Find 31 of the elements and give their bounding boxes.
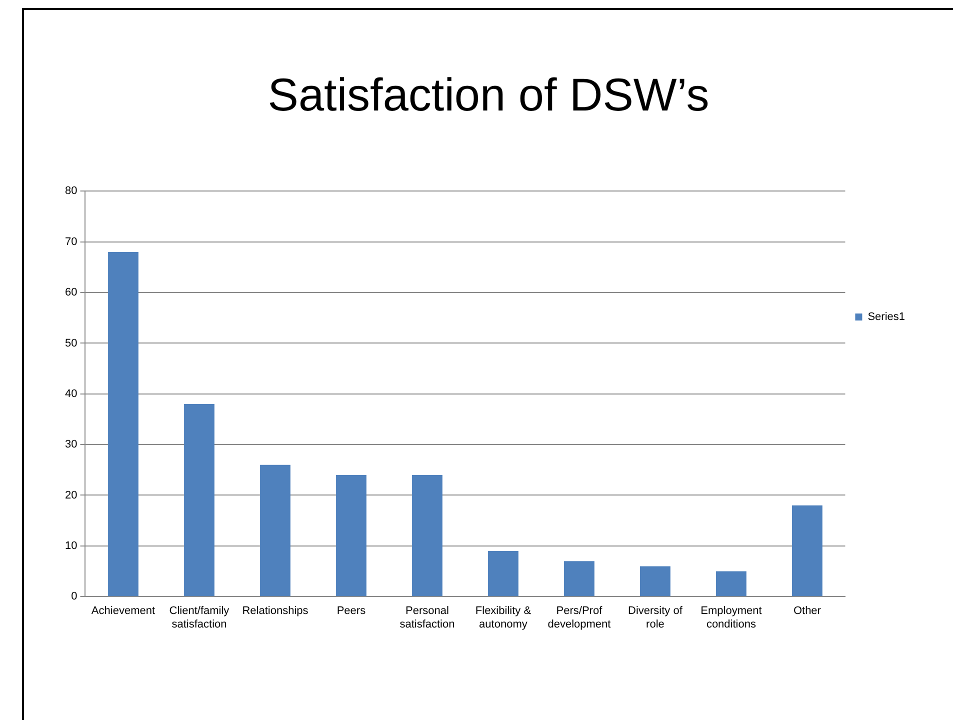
bar xyxy=(640,566,670,596)
y-tick-label: 70 xyxy=(64,236,78,248)
bar xyxy=(336,474,366,596)
y-tick-label: 50 xyxy=(64,337,78,350)
y-tick-label: 0 xyxy=(71,590,78,603)
y-tick-label: 10 xyxy=(64,540,78,552)
x-tick-label: Pers/Prof development xyxy=(548,605,611,630)
y-tick-label: 20 xyxy=(64,489,78,502)
y-tick-label: 30 xyxy=(64,438,78,451)
bar xyxy=(488,550,518,596)
bar xyxy=(792,505,822,596)
x-tick-label: Personal satisfaction xyxy=(400,605,455,630)
y-tick-label: 40 xyxy=(64,388,78,400)
bar xyxy=(412,474,442,596)
x-tick-label: Client/family satisfaction xyxy=(169,605,230,630)
legend-label: Series1 xyxy=(868,311,905,324)
x-tick-label: Peers xyxy=(336,605,366,618)
bar xyxy=(716,571,746,596)
x-tick-label: Employment conditions xyxy=(700,605,762,630)
bar xyxy=(260,464,290,596)
chart-title: Satisfaction of DSW’s xyxy=(268,68,710,120)
x-tick-label: Relationships xyxy=(242,605,309,618)
x-tick-label: Achievement xyxy=(91,605,156,618)
bar xyxy=(564,561,594,596)
bar xyxy=(108,252,138,596)
y-tick-label: 60 xyxy=(64,286,78,299)
x-tick-label: Other xyxy=(793,605,822,618)
x-tick-label: Diversity of role xyxy=(628,605,684,630)
bar xyxy=(184,404,214,596)
x-tick-label: Flexibility & autonomy xyxy=(475,605,532,630)
y-tick-label: 80 xyxy=(64,185,78,198)
